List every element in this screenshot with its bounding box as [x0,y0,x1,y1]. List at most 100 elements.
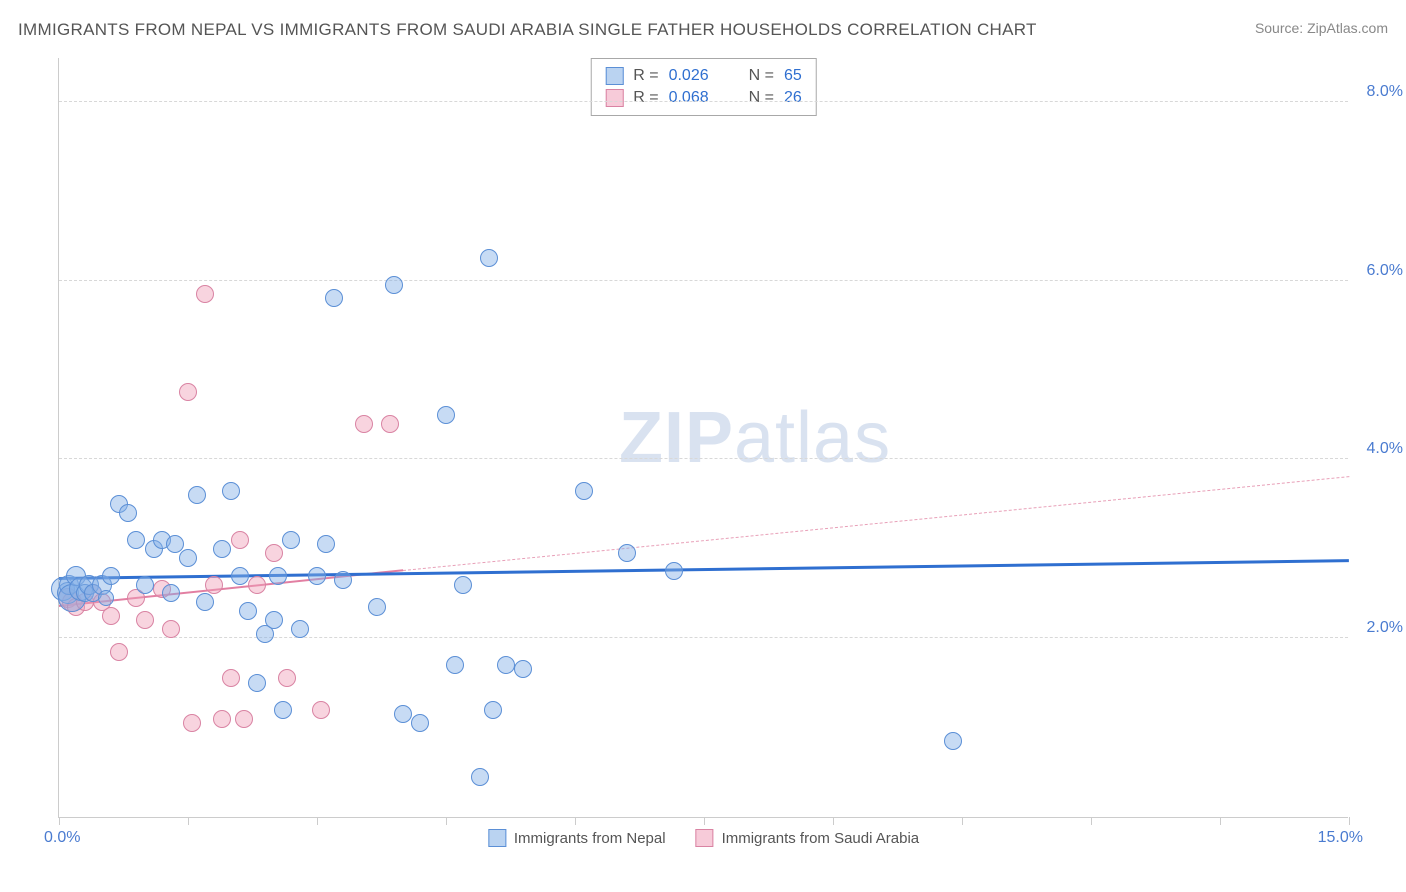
n-label: N = [749,89,774,107]
scatter-point [162,620,180,638]
y-tick-label: 4.0% [1367,440,1403,458]
scatter-point [162,584,180,602]
y-tick-label: 6.0% [1367,262,1403,280]
scatter-point [385,276,403,294]
x-tick [575,817,576,825]
scatter-point [394,705,412,723]
scatter-point [274,701,292,719]
scatter-point [308,567,326,585]
legend-label-saudi: Immigrants from Saudi Arabia [722,830,920,847]
scatter-point [618,544,636,562]
scatter-point [179,549,197,567]
scatter-point [136,576,154,594]
x-tick [704,817,705,825]
chart-title: IMMIGRANTS FROM NEPAL VS IMMIGRANTS FROM… [18,20,1037,40]
scatter-point [381,415,399,433]
gridline [59,458,1348,459]
legend-item-nepal: Immigrants from Nepal [488,829,666,847]
scatter-point [484,701,502,719]
scatter-point [102,607,120,625]
scatter-point [312,701,330,719]
gridline [59,101,1348,102]
scatter-point [98,590,114,606]
scatter-point [334,571,352,589]
scatter-point [188,486,206,504]
n-label: N = [749,67,774,85]
legend-swatch-nepal [605,67,623,85]
scatter-point [944,732,962,750]
scatter-point [136,611,154,629]
scatter-point [325,289,343,307]
gridline [59,637,1348,638]
saudi-r-value: 0.068 [669,89,709,107]
x-tick [317,817,318,825]
scatter-point [265,544,283,562]
scatter-point [248,576,266,594]
scatter-point [213,540,231,558]
x-tick [1220,817,1221,825]
scatter-point [231,567,249,585]
nepal-r-value: 0.026 [669,67,709,85]
x-tick [1349,817,1350,825]
r-label: R = [633,89,658,107]
legend-correlation: R = 0.026 N = 65 R = 0.068 N = 26 [590,58,817,116]
scatter-point [248,674,266,692]
scatter-point [471,768,489,786]
y-tick-label: 8.0% [1367,83,1403,101]
scatter-point [102,567,120,585]
scatter-point [278,669,296,687]
scatter-point [411,714,429,732]
legend-swatch-saudi [696,829,714,847]
x-tick [446,817,447,825]
scatter-point [222,482,240,500]
scatter-point [355,415,373,433]
scatter-point [282,531,300,549]
x-tick [962,817,963,825]
scatter-point [368,598,386,616]
scatter-point [127,531,145,549]
x-tick [1091,817,1092,825]
scatter-point [437,406,455,424]
legend-label-nepal: Immigrants from Nepal [514,830,666,847]
watermark-atlas: atlas [734,398,891,478]
x-tick [188,817,189,825]
legend-row-saudi: R = 0.068 N = 26 [605,87,802,109]
x-axis-max-label: 15.0% [1318,829,1363,847]
scatter-point [213,710,231,728]
scatter-point [205,576,223,594]
r-label: R = [633,67,658,85]
x-axis-min-label: 0.0% [44,829,80,847]
saudi-n-value: 26 [784,89,802,107]
legend-swatch-nepal [488,829,506,847]
legend-item-saudi: Immigrants from Saudi Arabia [696,829,920,847]
scatter-point [183,714,201,732]
x-tick [59,817,60,825]
scatter-point [665,562,683,580]
scatter-point [265,611,283,629]
scatter-point [480,249,498,267]
scatter-point [497,656,515,674]
watermark-zip: ZIP [619,398,734,478]
scatter-point [239,602,257,620]
scatter-point [446,656,464,674]
scatter-point [196,593,214,611]
scatter-point [317,535,335,553]
plot-area: ZIPatlas R = 0.026 N = 65 R = 0.068 N = … [58,58,1348,818]
y-tick-label: 2.0% [1367,619,1403,637]
scatter-point [269,567,287,585]
nepal-n-value: 65 [784,67,802,85]
trendline [403,476,1349,571]
scatter-point [119,504,137,522]
scatter-point [222,669,240,687]
scatter-point [110,643,128,661]
scatter-point [179,383,197,401]
x-tick [833,817,834,825]
scatter-point [575,482,593,500]
scatter-point [235,710,253,728]
scatter-point [514,660,532,678]
gridline [59,280,1348,281]
legend-row-nepal: R = 0.026 N = 65 [605,65,802,87]
scatter-point [454,576,472,594]
legend-swatch-saudi [605,89,623,107]
watermark: ZIPatlas [619,397,891,479]
